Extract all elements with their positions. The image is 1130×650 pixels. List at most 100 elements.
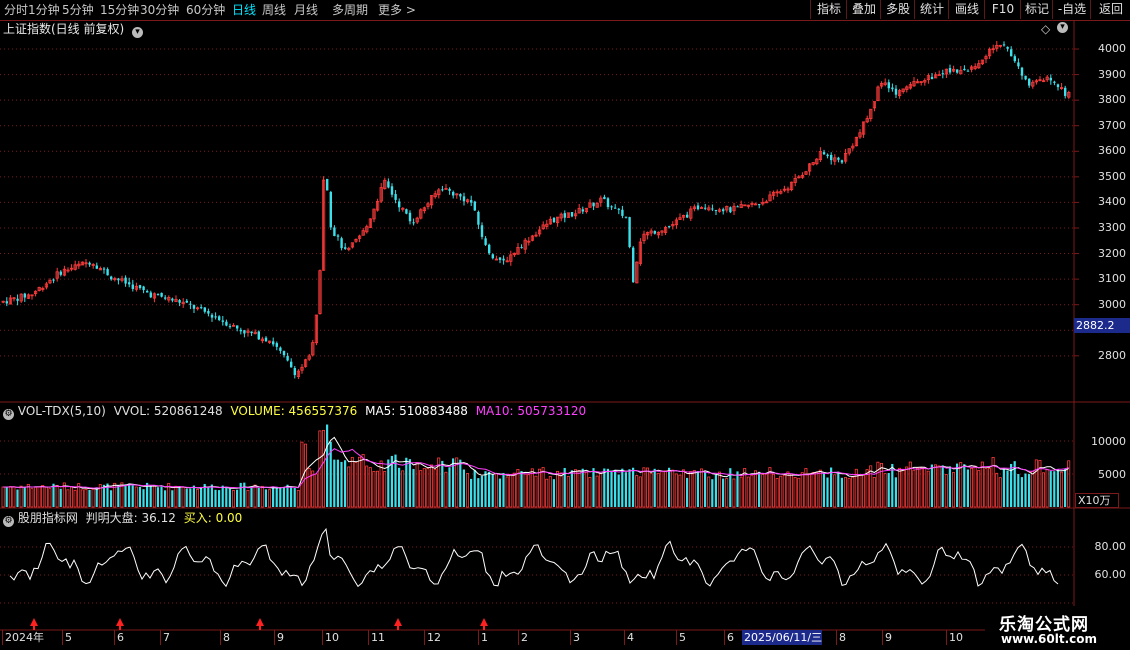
price-level-label: 2800 xyxy=(1098,348,1126,362)
volume-bar xyxy=(541,467,545,508)
volume-bar xyxy=(559,472,563,508)
candle-body xyxy=(638,241,643,264)
candle-body xyxy=(668,226,671,228)
candle-body xyxy=(869,108,873,120)
candle-body xyxy=(581,209,584,212)
candle-body xyxy=(898,90,902,97)
volume-bar xyxy=(621,468,624,507)
candle-body xyxy=(764,201,769,204)
date-axis-label: 5 xyxy=(676,630,686,645)
candle-body xyxy=(272,341,275,345)
volume-bar xyxy=(671,469,675,508)
volume-bar xyxy=(1002,468,1005,507)
back-button[interactable]: 返回 xyxy=(1090,0,1130,19)
tab-weekly[interactable]: 周线 xyxy=(262,3,287,17)
candle-body xyxy=(538,229,542,235)
tab-monthly[interactable]: 月线 xyxy=(294,3,319,17)
settings-icon[interactable]: ⚙ xyxy=(3,516,14,527)
candle-body xyxy=(473,201,476,211)
tab-timeshare[interactable]: 分时 xyxy=(4,3,29,17)
tab-more[interactable]: 更多 > xyxy=(378,3,416,17)
candle-body xyxy=(894,88,898,95)
candle-body xyxy=(178,300,181,303)
candle-body xyxy=(379,187,383,202)
mark-button[interactable]: 标记 xyxy=(1020,0,1053,19)
candle-body xyxy=(649,230,653,234)
candle-body xyxy=(415,217,419,223)
volume-bar xyxy=(840,477,843,507)
volume-bar xyxy=(84,488,88,508)
tab-30min[interactable]: 30分钟 xyxy=(140,3,180,17)
candle-body xyxy=(102,268,106,270)
tab-multi-period[interactable]: 多周期 xyxy=(332,3,369,17)
tab-15min[interactable]: 15分钟 xyxy=(100,3,140,17)
candle-body xyxy=(452,191,455,196)
volume-bar xyxy=(23,486,26,507)
volume-bar xyxy=(314,473,318,508)
date-axis-label: 1 xyxy=(478,630,488,645)
volume-value: VOLUME: 456557376 xyxy=(230,404,358,418)
draw-line-button[interactable]: 画线 xyxy=(948,0,985,19)
candle-body xyxy=(12,297,16,300)
candle-body xyxy=(296,370,301,377)
candle-body xyxy=(570,212,574,217)
candle-body xyxy=(603,196,606,200)
candle-body xyxy=(160,292,163,297)
volume-bar xyxy=(592,468,595,507)
candle-body xyxy=(912,81,916,87)
candle-body xyxy=(77,263,81,267)
f10-button[interactable]: F10 xyxy=(984,0,1021,19)
candle-body xyxy=(1024,75,1027,80)
indicator-button[interactable]: 指标 xyxy=(810,0,847,19)
price-level-label: 3000 xyxy=(1098,297,1126,311)
candle-body xyxy=(552,217,556,223)
volume-bar xyxy=(347,466,351,508)
tab-daily[interactable]: 日线 xyxy=(232,3,257,17)
statistics-button[interactable]: 统计 xyxy=(914,0,949,19)
tab-1min[interactable]: 1分钟 xyxy=(28,3,60,17)
candle-body xyxy=(350,242,355,248)
buy-signal-arrows xyxy=(30,618,488,630)
chevron-down-icon[interactable]: ▾ xyxy=(132,27,144,38)
candle-body xyxy=(488,244,491,254)
candle-body xyxy=(1002,44,1006,46)
candle-body xyxy=(207,311,210,314)
judge-value: 判明大盘: 36.12 xyxy=(85,511,176,525)
volume-bar xyxy=(995,472,999,508)
chevron-down-icon[interactable]: ▾ xyxy=(1057,22,1068,33)
candle-body xyxy=(887,82,890,89)
volume-bar xyxy=(16,489,19,507)
candle-body xyxy=(653,230,656,234)
volume-bar xyxy=(998,477,1002,508)
candle-body xyxy=(300,366,304,371)
volume-bar xyxy=(599,473,603,508)
candle-body xyxy=(977,63,981,69)
volume-bar xyxy=(375,470,379,508)
candle-body xyxy=(614,207,617,209)
date-axis: 2024年 5 6 7 8 9 10 11 12 1 2 3 4 5 6 2025/06/11/三 8 9 10 xyxy=(0,630,1074,645)
volume-bar xyxy=(117,485,120,507)
candle-body xyxy=(401,207,405,210)
watchlist-button[interactable]: -自选 xyxy=(1052,0,1091,19)
volume-bar xyxy=(588,477,592,508)
candle-body xyxy=(563,213,566,218)
volume-bar xyxy=(837,471,840,507)
candle-body xyxy=(520,247,523,249)
candle-body xyxy=(707,207,711,211)
settings-icon[interactable]: ⚙ xyxy=(3,409,14,420)
multi-stock-button[interactable]: 多股 xyxy=(880,0,915,19)
tab-60min[interactable]: 60分钟 xyxy=(186,3,226,17)
candle-body xyxy=(970,66,974,70)
candle-body xyxy=(210,314,214,318)
diamond-icon[interactable]: ◇ xyxy=(1041,22,1051,36)
tab-5min[interactable]: 5分钟 xyxy=(62,3,94,17)
candle-body xyxy=(800,174,805,178)
candle-body xyxy=(592,202,595,207)
candle-body xyxy=(246,330,250,333)
volume-bar xyxy=(267,489,271,508)
candle-body xyxy=(441,189,444,191)
overlay-button[interactable]: 叠加 xyxy=(846,0,881,19)
candle-body xyxy=(545,223,549,227)
candle-body xyxy=(660,230,664,233)
